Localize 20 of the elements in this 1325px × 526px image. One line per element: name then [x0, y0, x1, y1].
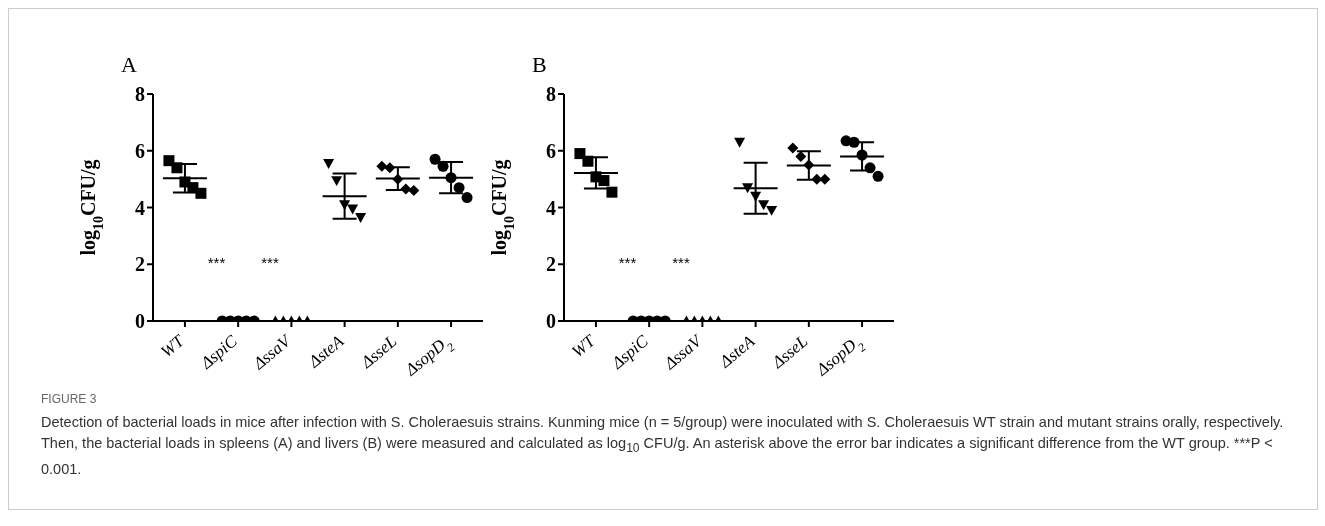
x-tick-label: WT — [568, 330, 600, 362]
y-tick-label: 6 — [135, 139, 145, 162]
y-tick-label: 4 — [546, 196, 556, 219]
y-tick-label: 6 — [546, 139, 556, 162]
text: Detection of bacterial loads in mice after infection with S. Choleraesuis strains. Kunming mice (n = 5/group) were inoculated with S. Choleraesuis WT strain and mutant strains orally, respectively. Then, the bacterial loads in spleens (A) and livers (B) were measured and calculated as log$_{10}$ CFU/g. An asterisk above the error bar indicates a significant difference from the WT group. ***P < 0.001. — [41, 414, 1284, 477]
y-tick-label: 0 — [135, 310, 145, 333]
y-tick-label: 4 — [135, 196, 145, 219]
y-tick-label: 2 — [135, 253, 145, 276]
annotation: *** — [617, 254, 638, 271]
y-tick-label: 8 — [546, 83, 556, 106]
chart-title: B — [532, 52, 547, 78]
annotation: *** — [206, 254, 227, 271]
x-tick-label: WT — [157, 330, 189, 362]
annotation: *** — [671, 254, 691, 271]
text: FIGURE 3 — [41, 392, 98, 406]
y-tick-label: 2 — [546, 253, 556, 276]
y-tick-label: 8 — [135, 83, 145, 106]
chart-title: A — [121, 52, 137, 78]
y-tick-label: 0 — [546, 310, 556, 333]
annotation: *** — [260, 254, 280, 271]
